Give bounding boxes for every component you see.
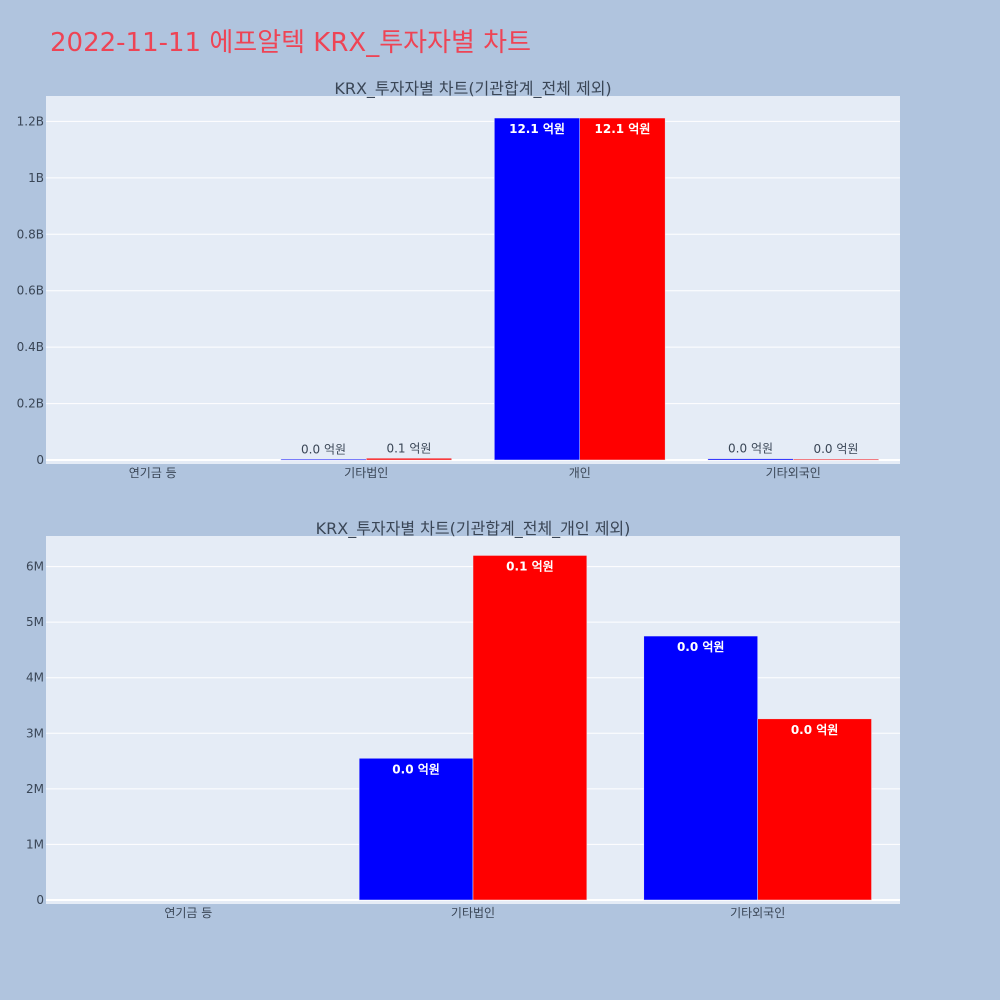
chart1-bar [366,458,452,461]
chart2-y-tick-label: 1M [26,837,44,851]
chart1-data-label: 12.1 억원 [595,122,651,136]
chart2-bar [757,718,872,901]
chart1-data-label: 0.1 억원 [386,441,431,455]
chart1-bar [494,117,581,461]
chart1-data-label: 12.1 억원 [509,122,565,136]
chart2-y-tick-label: 5M [26,615,44,629]
chart2-y-tick-label: 6M [26,560,44,574]
chart1-x-tick-label: 기타외국인 [766,466,821,480]
chart1-y-tick-label: 0 [36,453,44,467]
chart2-bar [358,758,474,901]
chart1-plot-area [46,96,900,464]
chart1-x-tick-label: 연기금 등 [129,466,177,480]
chart2-x-tick-label: 기타외국인 [730,906,785,920]
chart1-y-tick-label: 1.2B [17,114,44,128]
chart1-bar [579,117,666,461]
chart1-x-tick-label: 개인 [569,466,591,480]
chart1-data-label: 0.0 억원 [301,442,346,456]
chart1-y-tick-label: 0.4B [17,340,44,354]
chart1-bar [707,458,794,461]
chart2-x-tick-label: 기타법인 [451,906,495,920]
chart2-data-label: 0.0 억원 [677,640,725,654]
chart2-data-label: 0.0 억원 [791,723,839,737]
chart2-y-tick-label: 2M [26,782,44,796]
chart1-y-tick-label: 0.8B [17,227,44,241]
page-title: 2022-11-11 에프알텍 KRX_투자자별 차트 [50,28,532,58]
chart2-y-tick-label: 4M [26,671,44,685]
chart1-data-label: 0.0 억원 [813,442,858,456]
chart2-y-tick-label: 0 [36,893,44,907]
chart1-y-tick-label: 1B [28,171,44,185]
chart2-bar [643,635,758,901]
chart2-bar [472,555,588,901]
chart1-y-tick-label: 0.2B [17,397,44,411]
chart2-x-tick-label: 연기금 등 [164,906,212,920]
chart2-title: KRX_투자자별 차트(기관합계_전체_개인 제외) [316,519,631,539]
chart2-data-label: 0.1 억원 [506,559,554,573]
chart1-x-tick-label: 기타법인 [344,466,388,480]
chart1-y-tick-label: 0.6B [17,284,44,298]
chart1-data-label: 0.0 억원 [728,442,773,456]
chart2-data-label: 0.0 억원 [392,762,440,776]
chart1-title: KRX_투자자별 차트(기관합계_전체 제외) [334,79,611,99]
chart2-y-tick-label: 3M [26,726,44,740]
chart1-bar [793,458,879,461]
chart1-bar [280,459,367,461]
